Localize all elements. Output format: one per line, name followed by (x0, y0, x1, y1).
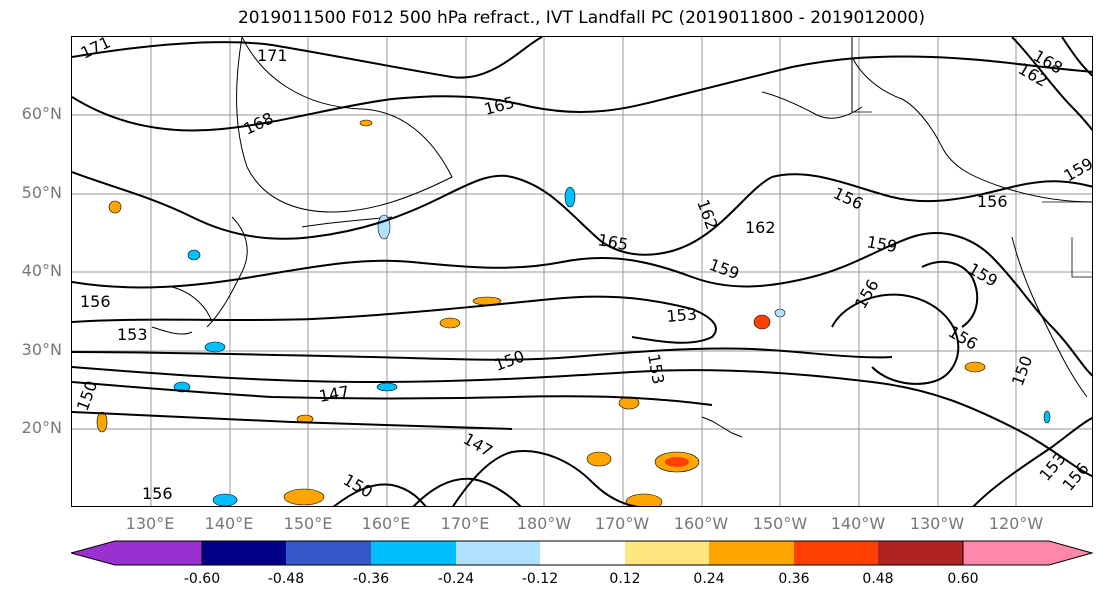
contour-label: 171 (257, 46, 288, 65)
refractivity-contours (72, 37, 1092, 506)
shaded-areas (96, 119, 1051, 506)
lon-label-160e: 160°E (361, 514, 411, 533)
colorbar-tick: -0.24 (437, 571, 475, 587)
colorbar-extend-low (71, 540, 203, 566)
colorbar-segment (878, 541, 963, 565)
colorbar (71, 540, 1093, 566)
lon-label-170e: 170°E (440, 514, 490, 533)
contour-label: 156 (851, 276, 883, 312)
contour-label: 156 (80, 292, 111, 311)
contour-label: 159 (965, 259, 1001, 291)
lat-gridlines (72, 114, 1092, 430)
lon-label-150e: 150°E (283, 514, 333, 533)
colorbar-segment (794, 541, 878, 565)
lon-label-130e: 130°E (125, 514, 175, 533)
colorbar-segment (709, 541, 794, 565)
lon-label-120w: 120°W (988, 514, 1044, 533)
map-title: 2019011500 F012 500 hPa refract., IVT La… (237, 8, 925, 28)
colorbar-segment (371, 541, 456, 565)
lat-label-30: 30°N (21, 340, 62, 359)
political-borders (851, 37, 1092, 278)
colorbar-tick: 0.60 (947, 571, 979, 587)
contour-label: 159 (865, 232, 898, 256)
contour-label: 147 (317, 382, 350, 406)
map-panel: 171 171 168 165 165 162 162 159 156 156 … (71, 36, 1093, 507)
lat-label-20: 20°N (21, 418, 62, 437)
colorbar-tick: 0.48 (862, 571, 894, 587)
lon-label-150w: 150°W (752, 514, 808, 533)
lon-label-160w: 160°W (673, 514, 729, 533)
contour-label: 165 (596, 230, 629, 254)
contour-label: 150 (340, 470, 376, 502)
contour-value-labels: 171 171 168 165 165 162 162 159 156 156 … (73, 37, 1094, 503)
colorbar-segment (286, 541, 371, 565)
lon-label-130w: 130°W (909, 514, 965, 533)
contour-label: 171 (78, 37, 114, 63)
contour-label: 153 (666, 304, 698, 326)
contour-label: 156 (977, 192, 1008, 211)
colorbar-tick: -0.60 (183, 571, 221, 587)
colorbar-tick: -0.36 (352, 571, 390, 587)
colorbar-tick: -0.48 (267, 571, 305, 587)
colorbar-tick: -0.12 (521, 571, 559, 587)
colorbar-segment (202, 541, 286, 565)
lon-label-170w: 170°W (594, 514, 650, 533)
colorbar-tick: 0.24 (693, 571, 725, 587)
colorbar-tick: 0.12 (609, 571, 641, 587)
map-canvas: 171 171 168 165 165 162 162 159 156 156 … (72, 37, 1094, 506)
lon-label-180w: 180°W (516, 514, 572, 533)
colorbar-tick: 0.36 (778, 571, 810, 587)
lat-label-50: 50°N (21, 183, 62, 202)
lon-label-140e: 140°E (204, 514, 254, 533)
lat-label-60: 60°N (21, 104, 62, 123)
colorbar-segment (456, 541, 540, 565)
contour-label: 162 (745, 218, 776, 237)
contour-label: 156 (945, 322, 981, 354)
contour-label: 147 (460, 429, 496, 461)
contour-label: 153 (117, 325, 148, 344)
contour-label: 153 (644, 352, 668, 385)
colorbar-extend-high (962, 540, 1093, 566)
contour-label: 159 (707, 255, 742, 283)
contour-label: 150 (1008, 353, 1036, 388)
lon-label-140w: 140°W (830, 514, 886, 533)
contour-label: 156 (142, 484, 173, 503)
contour-label: 150 (73, 378, 101, 413)
lat-label-40: 40°N (21, 261, 62, 280)
contour-label: 168 (241, 108, 277, 138)
contour-label: 162 (693, 197, 721, 232)
contour-label: 159 (1061, 154, 1094, 186)
colorbar-segment (625, 541, 709, 565)
colorbar-segment (540, 541, 625, 565)
